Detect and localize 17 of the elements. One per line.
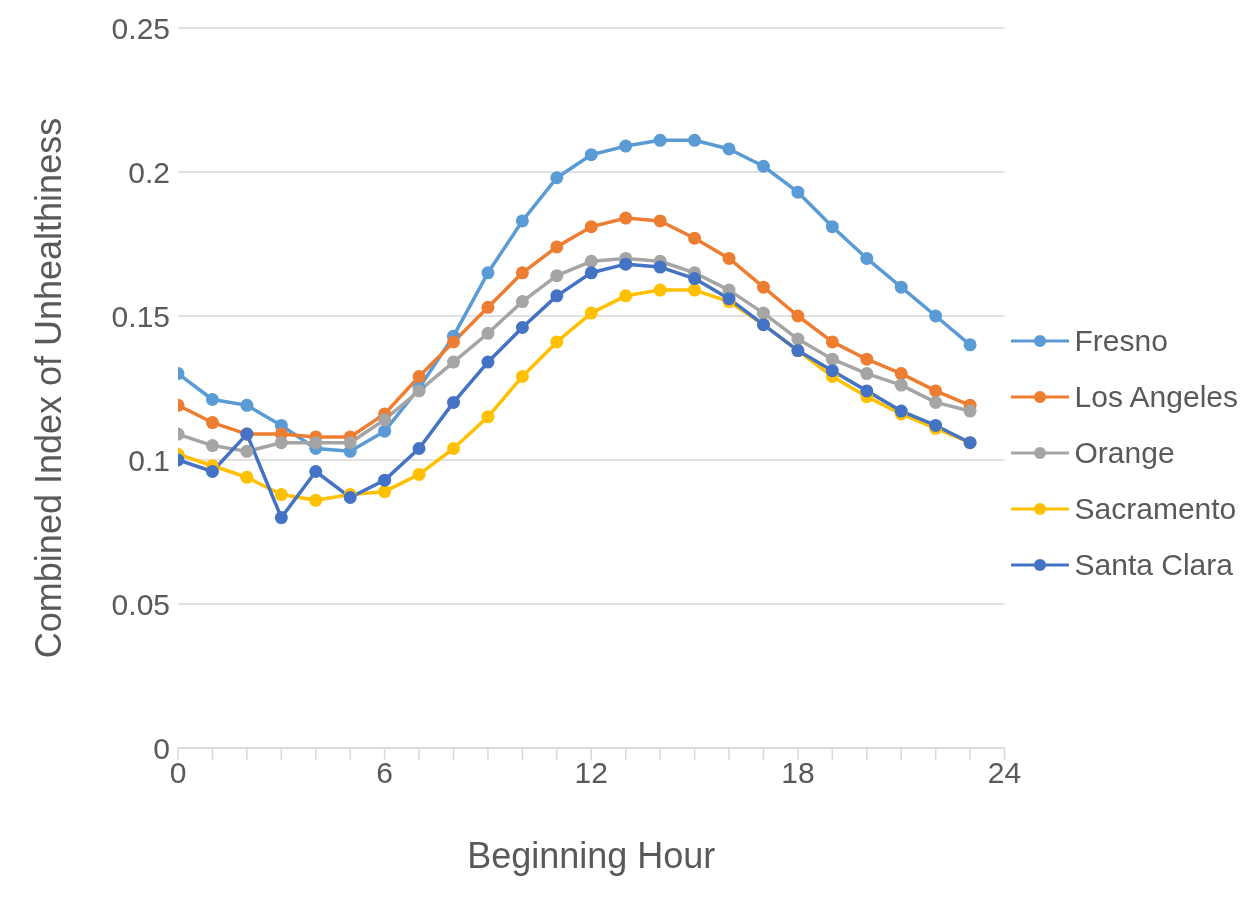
legend-label: Orange [1074,436,1175,470]
x-tick-label: 18 [781,756,815,790]
y-tick-label: 0.25 [111,11,170,45]
y-tick-label: 0.15 [111,299,170,333]
y-tick-label: 0.1 [128,443,170,477]
x-tick-label: 6 [376,756,393,790]
legend-label: Fresno [1074,324,1168,358]
legend-label: Sacramento [1074,492,1237,526]
y-tick-label: 0.2 [128,155,170,189]
y-axis-title: Combined Index of Unhealthiness [27,117,69,659]
x-tick-label: 12 [574,756,608,790]
y-tick-label: 0 [153,731,170,765]
x-axis-title: Beginning Hour [467,835,716,876]
y-tick-label: 0.05 [111,587,170,621]
legend-label: Santa Clara [1074,548,1233,582]
x-tick-label: 24 [987,756,1022,790]
legend-label: Los Angeles [1074,380,1238,414]
